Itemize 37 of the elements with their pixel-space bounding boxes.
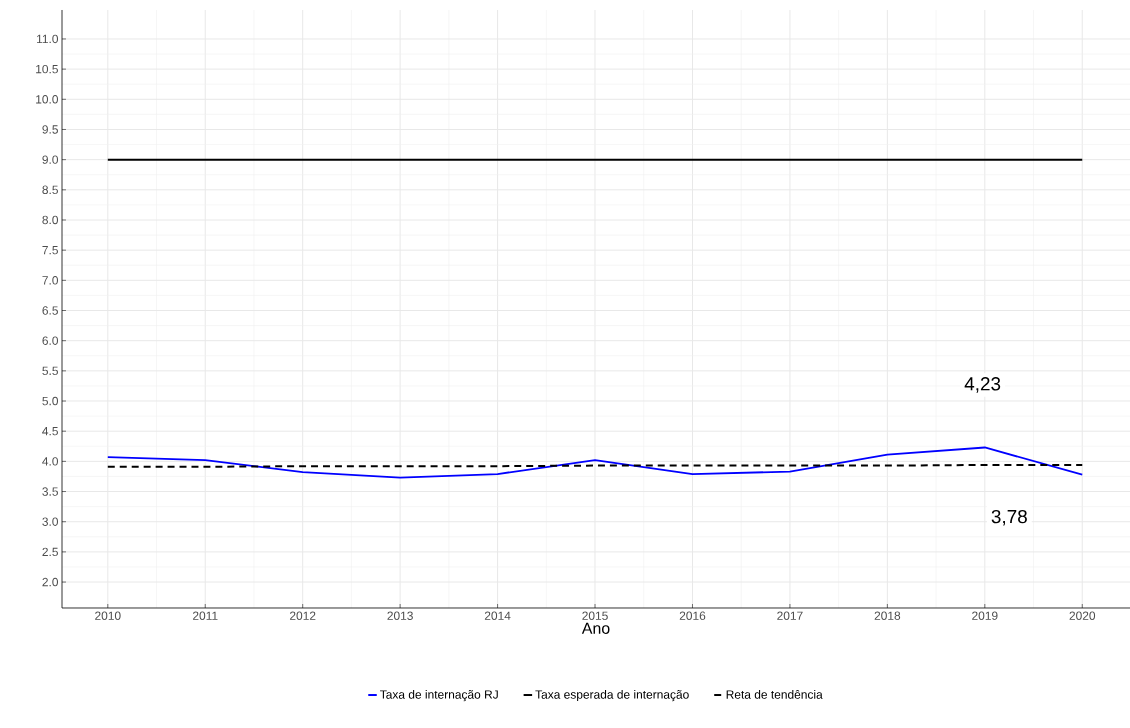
line-series	[106, 446, 1084, 479]
x-tick-label: 2014	[484, 611, 511, 620]
y-tick-label: 7.5	[42, 246, 58, 255]
x-axis-title: Ano	[581, 622, 610, 634]
x-tick-label: 2015	[582, 611, 608, 620]
x-tick-label: 2018	[874, 611, 901, 620]
y-tick-label: 7.0	[42, 276, 59, 285]
legend-label: Taxa de internação RJ	[380, 689, 498, 702]
y-tick-label: 3.0	[42, 517, 59, 526]
x-tick-label: 2012	[289, 611, 316, 620]
y-tick-label: 4.0	[42, 457, 59, 466]
legend-label: Taxa esperada de internação	[535, 689, 689, 702]
y-tick-label: 3.5	[42, 487, 58, 496]
y-tick-label: 4.5	[42, 427, 58, 436]
x-tick-label: 2019	[972, 611, 998, 620]
annotation: 3,78	[991, 509, 1027, 526]
y-tick-label: 9.5	[42, 125, 58, 134]
y-tick-label: 2.5	[42, 547, 58, 557]
x-tick-label: 2010	[95, 611, 121, 620]
x-tick-label: 2016	[679, 611, 706, 620]
y-tick-label: 5.0	[42, 396, 59, 406]
y-tick-label: 6.0	[42, 336, 59, 345]
y-tick-label: 11.0	[37, 34, 59, 44]
x-tick-label: 2013	[387, 611, 413, 620]
y-tick-label: 8.0	[42, 215, 59, 225]
legend-label: Reta de tendência	[726, 689, 823, 699]
y-tick-label: 6.5	[42, 306, 58, 315]
y-tick-label: 9.0	[42, 155, 59, 164]
annotation: 4,23	[964, 377, 1001, 393]
y-tick-label: 8.5	[42, 185, 58, 195]
x-tick-label: 2020	[1069, 611, 1096, 620]
x-tick-label: 2017	[777, 611, 803, 620]
y-tick-label: 5.5	[42, 366, 58, 376]
y-tick-label: 2.0	[42, 577, 59, 587]
y-tick-label: 10.0	[36, 95, 59, 104]
y-tick-label: 10.5	[36, 64, 58, 74]
x-tick-label: 2011	[192, 611, 218, 620]
